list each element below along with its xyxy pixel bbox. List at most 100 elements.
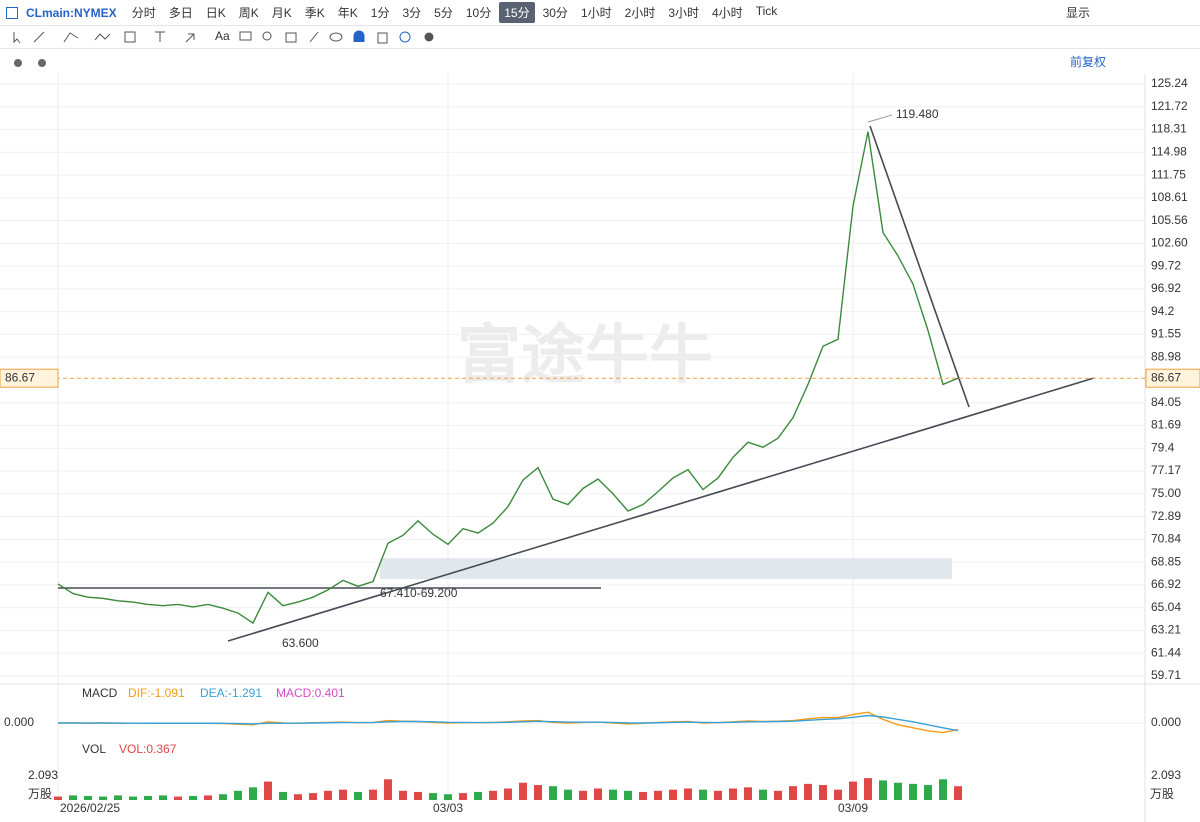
volume-bar — [279, 791, 287, 800]
y-tick-label: 61.44 — [1151, 645, 1181, 659]
zoom-tool[interactable] — [262, 31, 272, 41]
volume-bar — [99, 796, 107, 800]
magnet-tool[interactable] — [285, 32, 297, 43]
symbol[interactable]: CLmain:NYMEX — [26, 5, 117, 20]
collapse-icon[interactable] — [38, 59, 46, 67]
volume-bar — [849, 781, 857, 800]
period-tab[interactable]: Tick — [755, 4, 778, 18]
period-tab[interactable]: 30分 — [542, 6, 568, 20]
volume-bar — [834, 789, 842, 800]
line-tool[interactable] — [33, 31, 45, 43]
x-tick-label: 03/09 — [838, 801, 868, 815]
period-tab[interactable]: 15分 — [499, 2, 535, 23]
volume-bar — [939, 779, 947, 800]
period-tab[interactable]: 多日 — [168, 6, 193, 20]
volume-bar — [309, 793, 317, 800]
period-tab[interactable]: 季K — [304, 6, 325, 20]
settings-icon[interactable] — [14, 59, 22, 67]
volume-bar — [699, 789, 707, 800]
y-tick-label: 75.00 — [1151, 486, 1181, 500]
volume-bar — [384, 779, 392, 800]
y-tick-label: 88.98 — [1151, 349, 1181, 363]
y-tick-label: 66.92 — [1151, 577, 1181, 591]
volume-bar — [534, 785, 542, 800]
sync-tool[interactable] — [399, 31, 411, 43]
wave-tool[interactable] — [94, 33, 111, 41]
period-tab[interactable]: 1分 — [370, 6, 390, 20]
x-tick-label: 03/03 — [433, 801, 463, 815]
delete-tool[interactable] — [377, 32, 388, 44]
volume-bar — [69, 795, 77, 800]
period-tab[interactable]: 4小时 — [712, 6, 743, 20]
period-tab[interactable]: 日K — [205, 6, 226, 20]
adjust-menu[interactable]: 前复权 — [1070, 54, 1106, 69]
vol-unit: 万股 — [28, 787, 52, 801]
settings-tool[interactable] — [424, 32, 434, 42]
volume-bar — [114, 795, 122, 800]
y-tick-label: 84.05 — [1151, 395, 1181, 409]
period-tab[interactable]: 周K — [238, 6, 259, 20]
y-tick-label: 0.000 — [4, 715, 34, 729]
y-tick-label: 108.61 — [1151, 190, 1188, 204]
period-tab[interactable]: 3小时 — [668, 6, 699, 20]
volume-bar — [744, 787, 752, 800]
volume-bar — [294, 794, 302, 800]
indicator-name[interactable]: VOL — [82, 742, 106, 756]
volume-bar — [84, 795, 92, 800]
period-tab[interactable]: 月K — [271, 6, 292, 20]
y-tick-label: 81.69 — [1151, 418, 1181, 432]
period-tab[interactable]: 2小时 — [624, 6, 656, 20]
dea-label: DEA:-1.291 — [200, 686, 262, 700]
trend-line — [227, 377, 1095, 642]
volume-bar — [639, 791, 647, 800]
lock-tool[interactable] — [353, 30, 365, 42]
measure-tool[interactable] — [155, 31, 165, 42]
low-label: 63.600 — [282, 636, 319, 650]
comment-tool[interactable] — [239, 31, 252, 41]
pen-tool[interactable] — [309, 31, 319, 43]
volume-bar — [594, 788, 602, 800]
y-tick-label: 96.92 — [1151, 281, 1181, 295]
volume-bar — [264, 781, 272, 800]
y-tick-label: 65.04 — [1151, 600, 1181, 614]
volume-bar — [879, 780, 887, 800]
eye-tool[interactable] — [329, 32, 343, 42]
volume-bar — [714, 790, 722, 800]
volume-bar — [504, 788, 512, 800]
volume-bar — [339, 789, 347, 800]
volume-bar — [219, 794, 227, 800]
display-menu[interactable]: 显示 — [1065, 6, 1090, 20]
volume-bar — [804, 783, 812, 800]
period-tab[interactable]: 3分 — [402, 6, 422, 20]
volume-bar — [864, 778, 872, 800]
panel-icon[interactable] — [6, 6, 18, 19]
price-line — [57, 131, 959, 625]
arrow-tool[interactable] — [185, 33, 195, 43]
volume-bar — [624, 790, 632, 800]
period-tab[interactable]: 年K — [337, 6, 358, 20]
cursor-tool[interactable] — [13, 32, 21, 44]
fib-tool[interactable] — [124, 31, 136, 43]
high-label: 119.480 — [896, 107, 939, 121]
volume-bar — [429, 793, 437, 800]
y-tick-label: 121.72 — [1151, 99, 1188, 113]
volume-bar — [459, 793, 467, 800]
path-tool[interactable] — [63, 32, 79, 43]
y-tick-label: 114.98 — [1151, 144, 1187, 158]
text-tool[interactable]: Aa — [215, 29, 230, 43]
watermark: 富途牛牛 — [457, 319, 713, 391]
indicator-name[interactable]: MACD — [82, 686, 118, 700]
y-tick-label: 59.71 — [1151, 668, 1181, 682]
y-tick-label: 79.4 — [1151, 440, 1175, 454]
period-tab[interactable]: 1小时 — [580, 6, 612, 20]
volume-bar — [354, 791, 362, 800]
x-tick-label: 2026/02/25 — [60, 801, 120, 815]
volume-bar — [609, 789, 617, 800]
period-tab[interactable]: 10分 — [465, 6, 492, 20]
current-price-label: 86.67 — [5, 370, 35, 384]
volume-bar — [519, 782, 527, 800]
leader-line — [867, 114, 893, 123]
period-tab[interactable]: 分时 — [131, 6, 156, 20]
period-tab[interactable]: 5分 — [434, 6, 453, 20]
